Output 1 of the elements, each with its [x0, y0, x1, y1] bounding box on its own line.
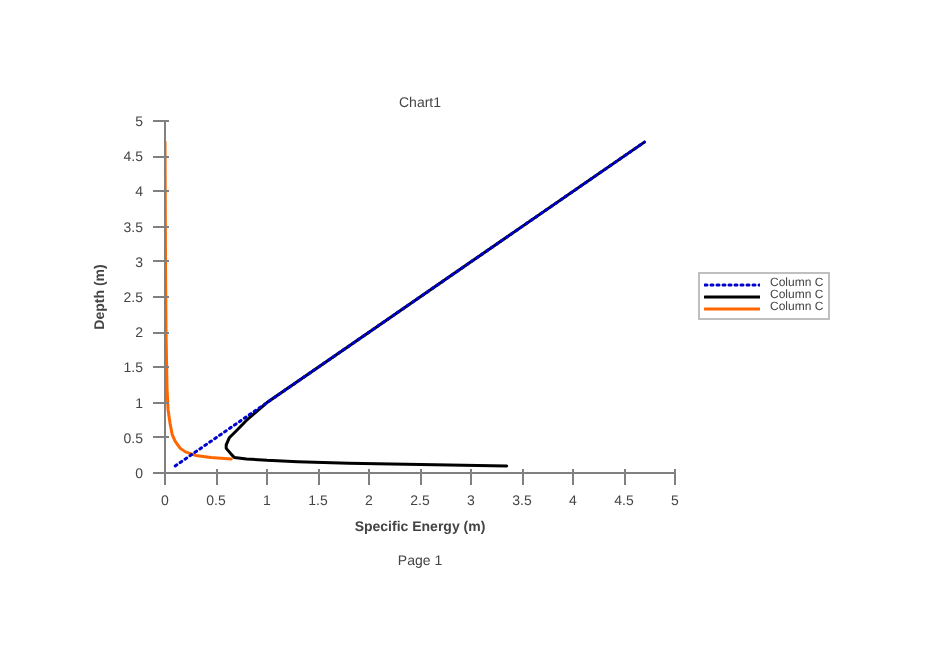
line-series: [165, 140, 233, 461]
